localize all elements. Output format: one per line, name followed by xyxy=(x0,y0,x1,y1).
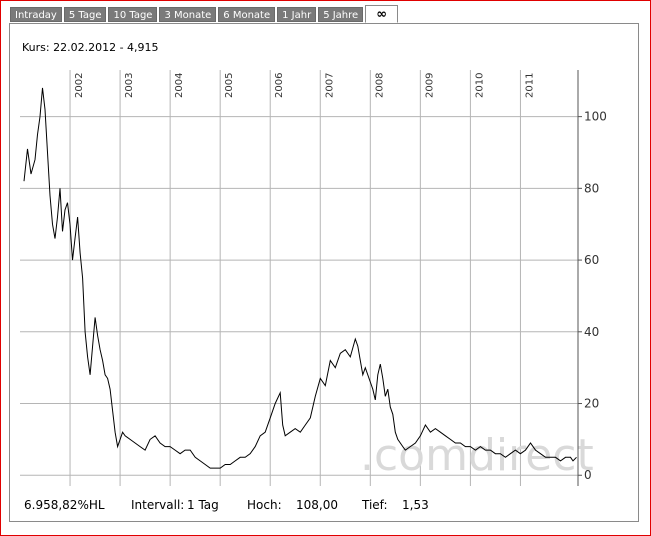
tab-intraday[interactable]: Intraday xyxy=(10,7,62,22)
price-quote: Kurs: 22.02.2012 - 4,915 xyxy=(22,41,159,54)
tab-5-jahre[interactable]: 5 Jahre xyxy=(318,7,364,22)
change-percent: 6.958,82%HL xyxy=(24,498,105,512)
high-value: 108,00 xyxy=(296,498,338,512)
price-line xyxy=(23,87,577,469)
x-tick-label: 2009 xyxy=(424,73,435,98)
y-tick-label: 0 xyxy=(584,468,592,482)
y-tick-label: 80 xyxy=(584,181,599,195)
x-tick-label: 2005 xyxy=(224,73,235,98)
interval-value: 1 Tag xyxy=(187,498,219,512)
tab-5-tage[interactable]: 5 Tage xyxy=(63,7,107,22)
low-value: 1,53 xyxy=(402,498,429,512)
y-tick-label: 100 xyxy=(584,110,607,124)
chart-panel xyxy=(9,23,639,522)
x-tick-label: 2011 xyxy=(524,73,535,98)
x-tick-label: 2003 xyxy=(124,73,135,98)
low-label: Tief: xyxy=(362,498,388,512)
x-tick-label: 2006 xyxy=(274,73,285,98)
y-tick-label: 40 xyxy=(584,325,599,339)
x-tick-label: 2002 xyxy=(74,73,85,98)
x-tick-label: 2010 xyxy=(474,73,485,98)
chart-grid xyxy=(20,70,578,486)
period-tabs: Intraday 5 Tage 10 Tage 3 Monate 6 Monat… xyxy=(10,5,400,23)
tab-10-tage[interactable]: 10 Tage xyxy=(108,7,158,22)
tab-6-monate[interactable]: 6 Monate xyxy=(218,7,276,22)
tab-1-jahr[interactable]: 1 Jahr xyxy=(277,7,317,22)
x-tick-label: 2008 xyxy=(374,73,385,98)
y-tick-label: 60 xyxy=(584,253,599,267)
high-label: Hoch: xyxy=(247,498,282,512)
tab-max[interactable]: ∞ xyxy=(365,5,399,23)
tab-3-monate[interactable]: 3 Monate xyxy=(159,7,217,22)
y-tick-label: 20 xyxy=(584,397,599,411)
watermark: .comdirect xyxy=(360,430,594,481)
chart-axes: 0 20 40 60 80 100 2002 2003 2004 2005 2006 2007 2008… xyxy=(74,70,607,486)
x-tick-label: 2007 xyxy=(324,73,335,98)
chart-series xyxy=(23,87,577,469)
x-tick-label: 2004 xyxy=(174,73,185,98)
interval-label: Intervall: xyxy=(131,498,185,512)
